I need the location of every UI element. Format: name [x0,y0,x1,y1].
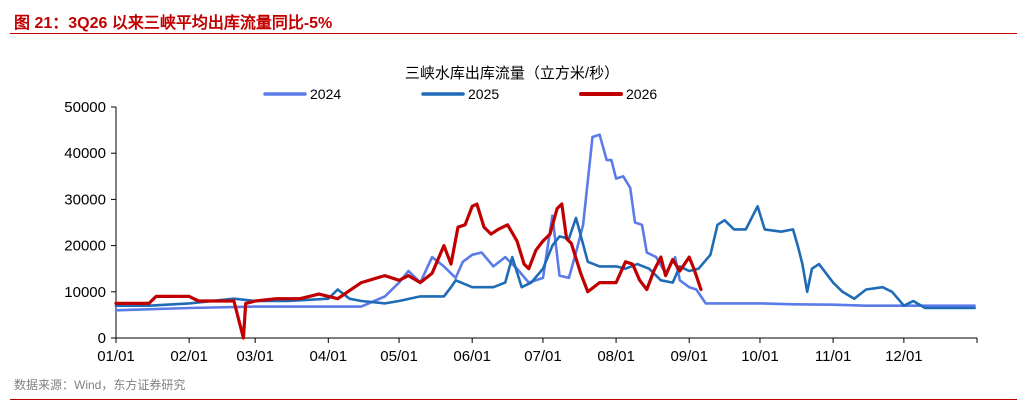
x-tick-label: 03/01 [236,348,274,365]
legend-label-2025: 2025 [468,86,499,102]
footer-rule [10,399,1017,400]
data-source-note: 数据来源：Wind，东方证券研究 [14,378,186,392]
figure-title: 图 21：3Q26 以来三峡平均出库流量同比-5% [14,15,333,32]
legend-label-2024: 2024 [310,86,341,102]
x-tick-label: 05/01 [380,348,418,365]
x-tick-label: 07/01 [524,348,562,365]
series-line-2025 [114,205,976,310]
series-lines [114,133,976,340]
legend-label-2026: 2026 [626,86,657,102]
x-tick-label: 09/01 [670,348,708,365]
x-tick-label: 08/01 [597,348,635,365]
title-rule [10,33,1017,34]
x-tick-label: 01/01 [97,348,135,365]
x-tick-label: 02/01 [170,348,208,365]
x-tick-label: 12/01 [885,348,923,365]
x-tick-label: 04/01 [310,348,348,365]
y-tick-label: 50000 [64,99,106,116]
axes: 0 10000 20000 30000 40000 50000 01/01 02/01 03/0… [64,99,978,365]
legend: 2024 2025 2026 [263,86,657,102]
y-tick-label: 10000 [64,284,106,301]
y-tick-label: 30000 [64,191,106,208]
series-line-2024 [114,133,976,312]
x-tick-label: 11/01 [815,348,851,365]
chart-title: 三峡水库出库流量（立方米/秒） [405,65,619,82]
x-tick-label: 06/01 [453,348,491,365]
series-line-2026 [114,202,703,340]
y-tick-label: 0 [98,330,106,347]
y-tick-label: 40000 [64,145,106,162]
x-tick-label: 10/01 [741,348,779,365]
y-tick-label: 20000 [64,238,106,255]
